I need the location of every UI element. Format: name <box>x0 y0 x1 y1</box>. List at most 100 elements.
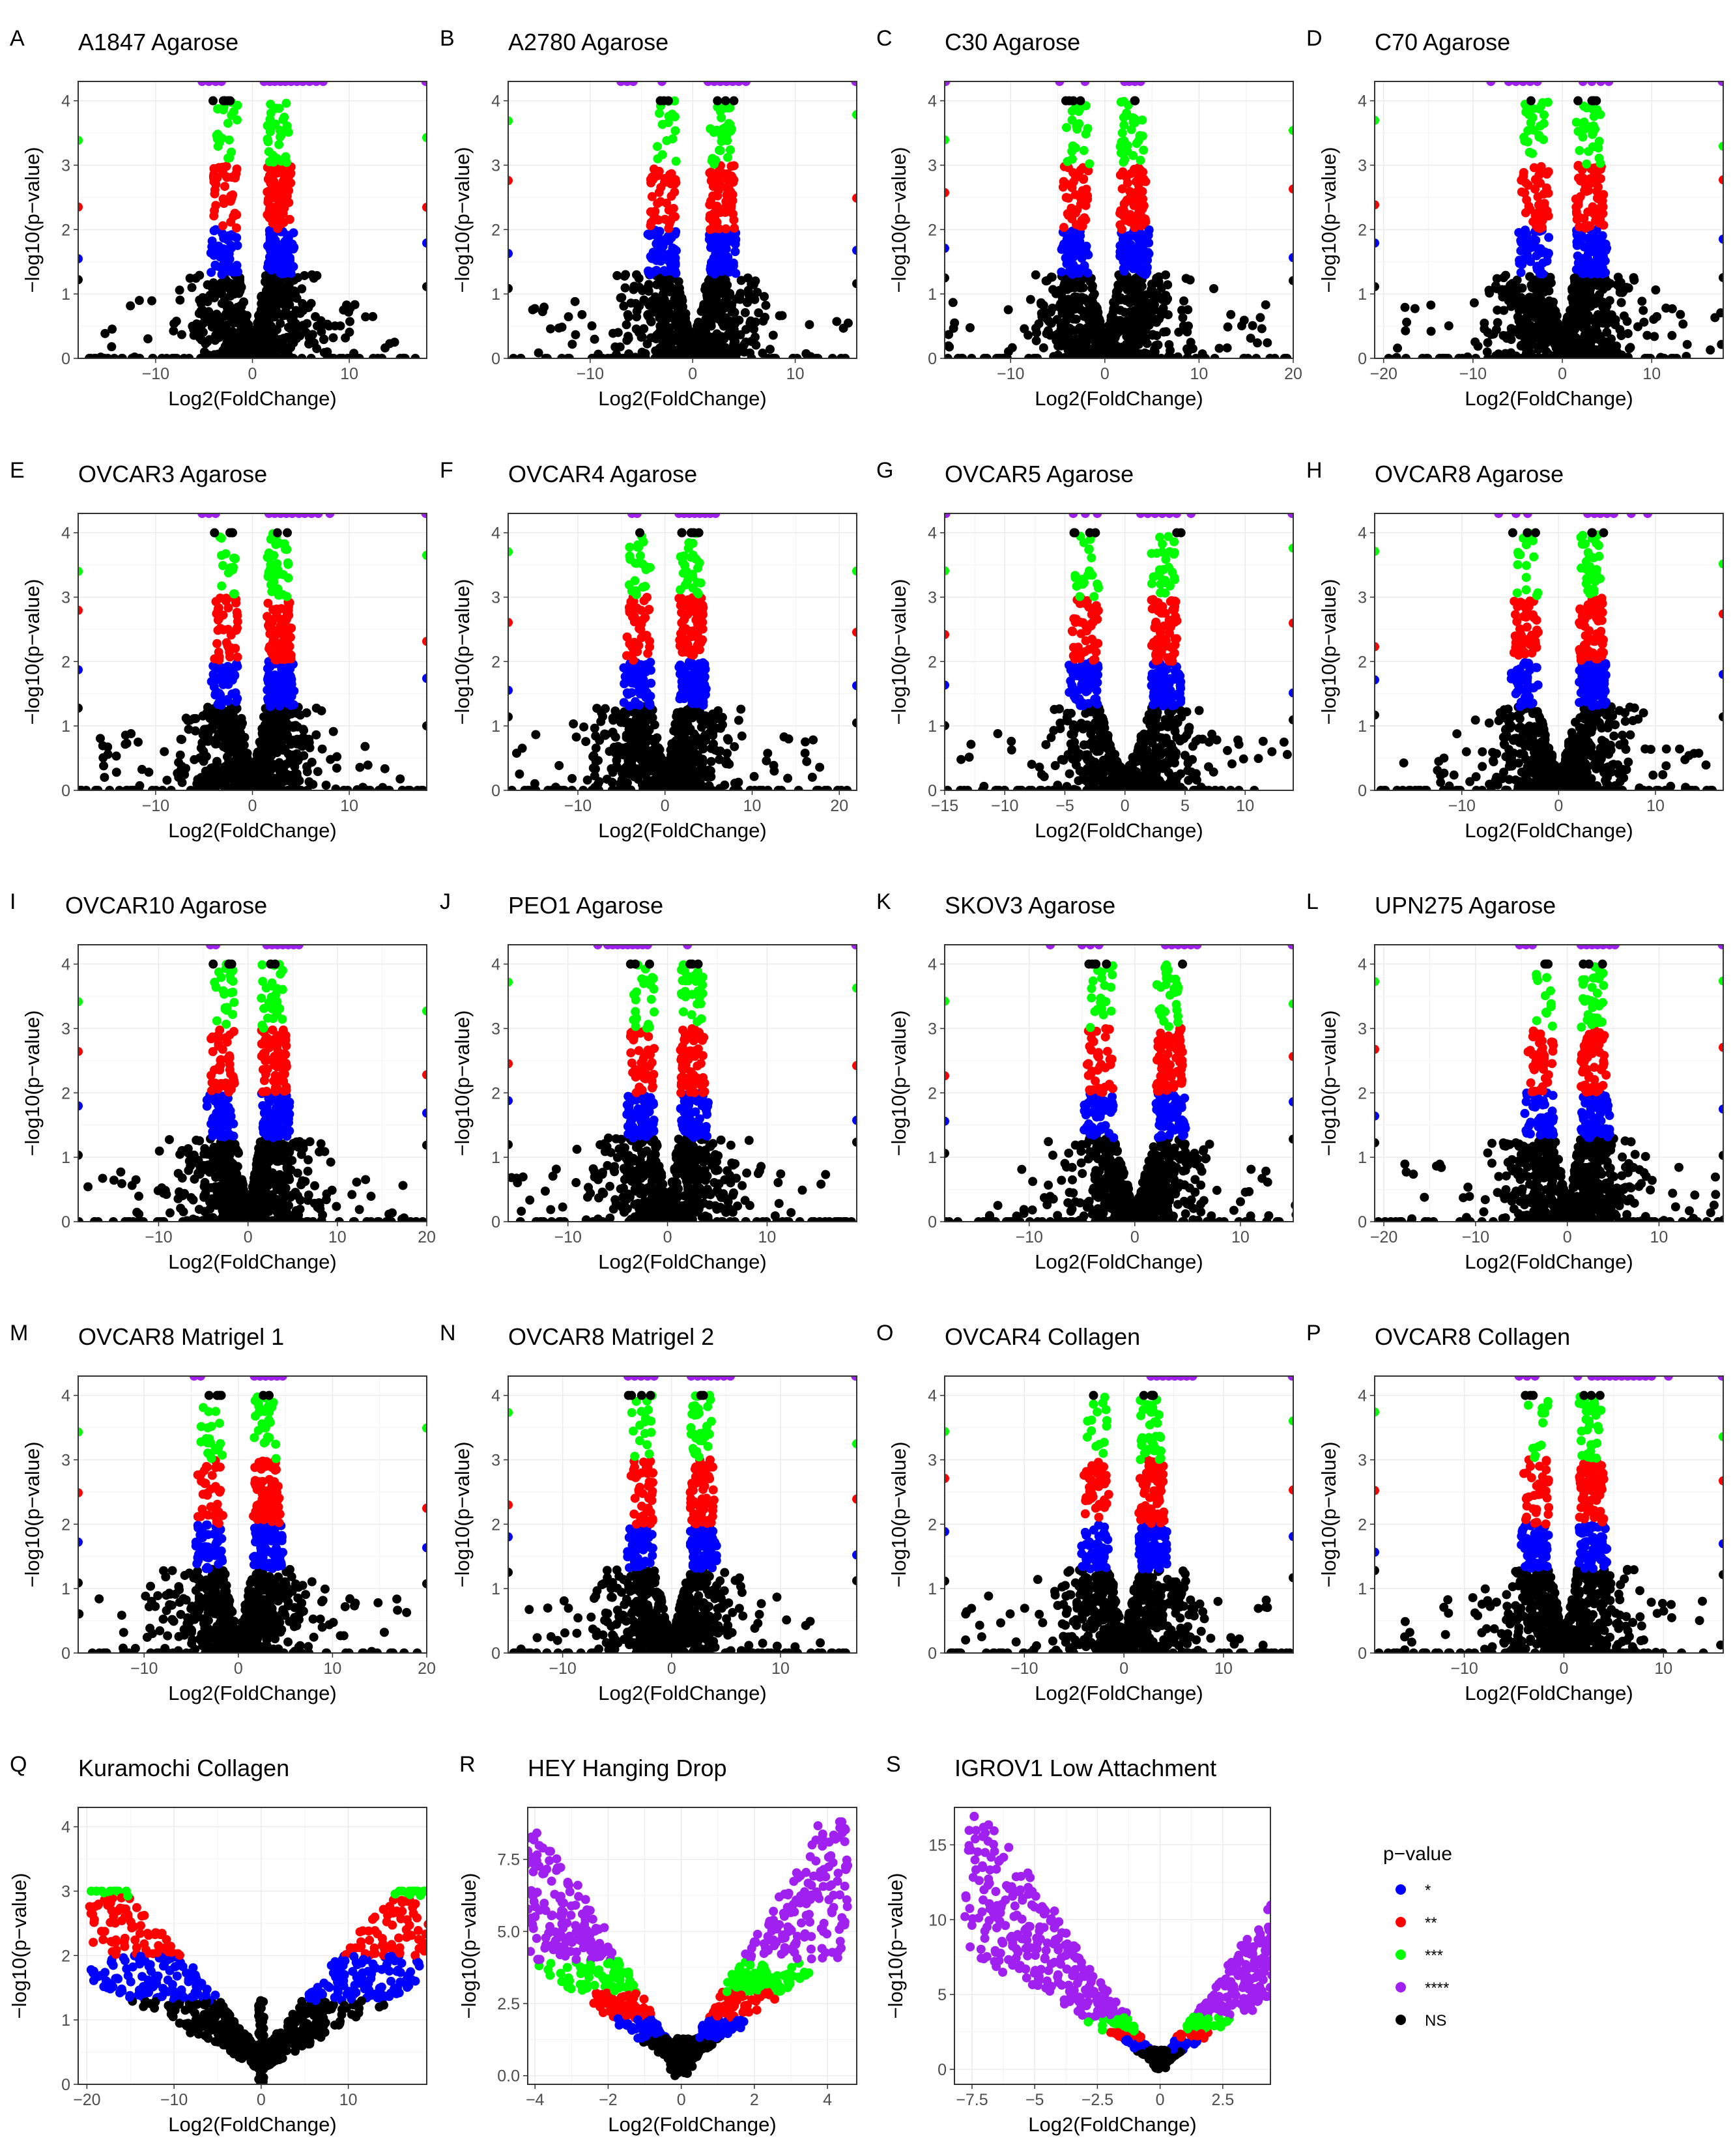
data-point <box>1139 145 1149 155</box>
data-point <box>227 110 236 120</box>
data-point <box>233 652 242 662</box>
data-point <box>758 349 767 358</box>
data-point <box>1075 237 1085 246</box>
data-point <box>708 285 717 295</box>
data-point <box>107 324 117 334</box>
data-point <box>1400 302 1410 312</box>
data-point <box>225 196 235 206</box>
data-point <box>283 233 293 243</box>
data-point <box>725 103 735 113</box>
data-point <box>1061 328 1071 338</box>
data-point <box>378 783 388 790</box>
data-point <box>286 343 296 352</box>
data-point <box>1139 174 1149 184</box>
data-point <box>264 569 274 579</box>
data-point <box>225 648 235 657</box>
data-point <box>648 229 658 238</box>
data-point <box>147 296 157 306</box>
data-point <box>266 99 276 109</box>
data-point <box>708 154 717 164</box>
data-point <box>702 347 712 357</box>
data-point <box>1158 295 1167 304</box>
data-point <box>1536 121 1545 131</box>
data-point <box>255 760 265 769</box>
data-point <box>214 163 223 173</box>
data-point <box>207 283 217 293</box>
data-point <box>1483 338 1493 347</box>
data-point <box>1589 111 1599 121</box>
data-point <box>1521 225 1530 235</box>
data-point <box>1131 177 1141 186</box>
data-point <box>721 292 731 302</box>
data-point <box>274 777 284 787</box>
data-point <box>1410 304 1420 313</box>
data-point <box>1032 328 1042 338</box>
data-point <box>1375 200 1379 210</box>
data-point <box>1083 250 1093 260</box>
data-point <box>656 182 666 192</box>
data-point <box>1530 175 1540 184</box>
data-point <box>276 604 286 614</box>
data-point <box>715 285 725 295</box>
data-point <box>1604 81 1614 86</box>
data-point <box>270 688 280 698</box>
data-point <box>1058 242 1068 252</box>
data-point <box>620 271 629 281</box>
data-point <box>1178 313 1188 323</box>
data-point <box>287 691 296 701</box>
data-point <box>1121 172 1131 182</box>
data-point <box>671 178 681 188</box>
data-point <box>281 152 291 162</box>
data-point <box>1649 315 1659 324</box>
data-point <box>233 661 242 671</box>
data-point <box>1572 231 1582 240</box>
panel-border <box>508 81 857 359</box>
data-point <box>1596 81 1606 86</box>
data-point <box>724 267 734 277</box>
data-point <box>1067 226 1077 236</box>
data-point <box>227 173 236 182</box>
data-point <box>736 330 745 339</box>
data-point <box>201 317 211 326</box>
x-tick-label: −10 <box>1459 365 1487 383</box>
data-point <box>368 311 378 321</box>
data-point <box>297 284 307 294</box>
data-point <box>261 271 270 281</box>
data-point <box>1602 327 1612 337</box>
data-point <box>311 81 321 86</box>
data-point <box>177 778 187 788</box>
data-point <box>655 96 665 106</box>
data-point <box>629 281 639 291</box>
data-point <box>631 324 641 334</box>
data-point <box>750 332 760 342</box>
data-point <box>637 332 647 341</box>
data-point <box>265 296 274 306</box>
data-point <box>233 306 242 315</box>
data-point <box>737 731 747 741</box>
data-point <box>768 330 778 340</box>
data-point <box>78 605 83 615</box>
y-axis-title: −log10(p−value) <box>1317 147 1340 293</box>
data-point <box>1546 278 1556 288</box>
data-point <box>1134 339 1143 349</box>
data-point <box>654 238 664 248</box>
data-point <box>1150 345 1160 354</box>
data-point <box>304 339 314 349</box>
data-point <box>1068 314 1078 324</box>
data-point <box>266 560 276 569</box>
data-point <box>1066 241 1076 251</box>
data-point <box>263 696 273 706</box>
data-point <box>1119 157 1128 167</box>
data-point <box>1523 244 1533 254</box>
data-point <box>175 285 184 295</box>
data-point <box>1594 143 1603 153</box>
data-point <box>263 664 272 674</box>
data-point <box>266 580 276 590</box>
data-point <box>1209 283 1219 293</box>
data-point <box>201 767 211 777</box>
data-point <box>239 297 249 307</box>
data-point <box>220 663 229 673</box>
x-axis-title: Log2(FoldChange) <box>1035 387 1203 410</box>
data-point <box>210 189 220 199</box>
x-tick-label: −10 <box>577 365 604 383</box>
